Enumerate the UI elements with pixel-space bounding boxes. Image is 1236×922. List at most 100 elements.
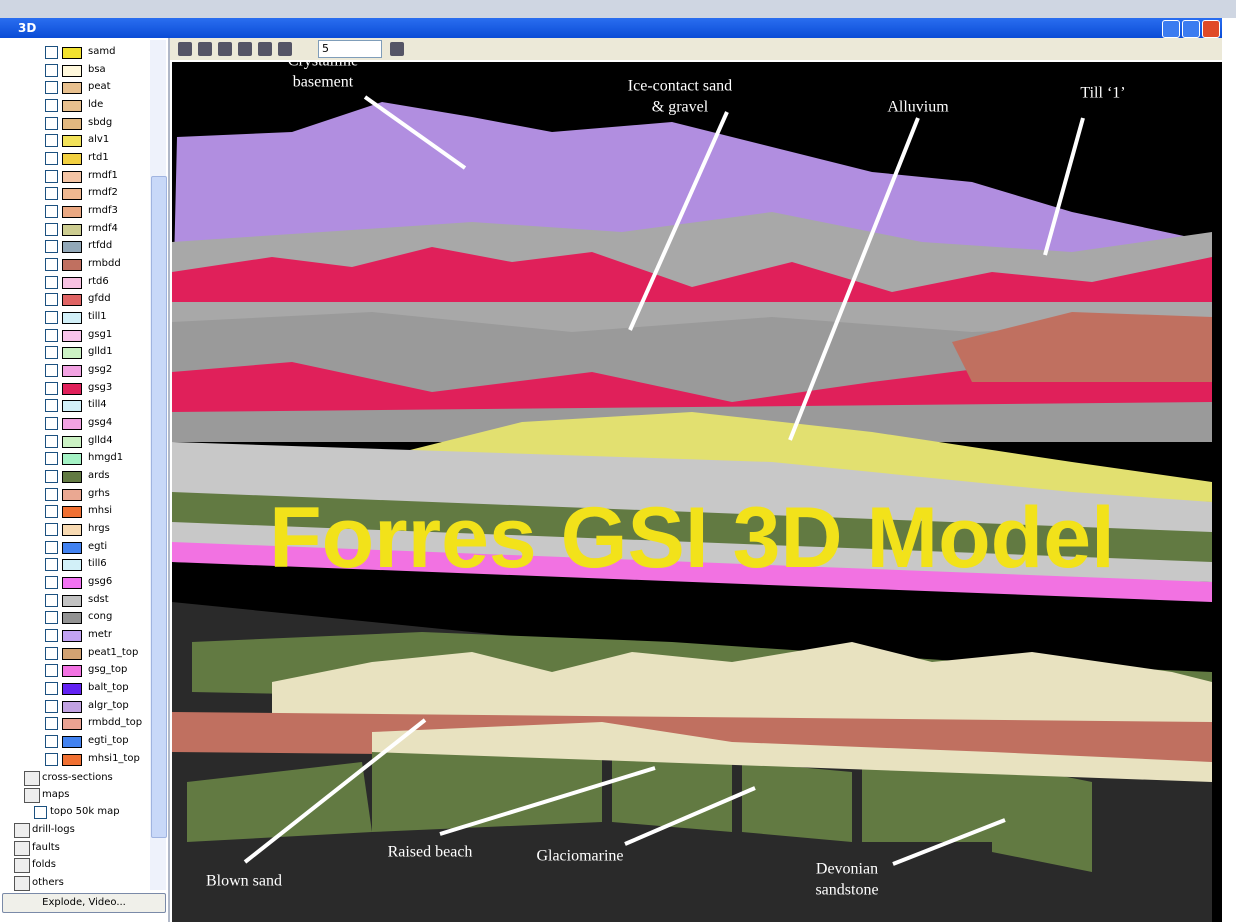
layer-checkbox[interactable] bbox=[45, 452, 58, 466]
layer-row: rtd6 bbox=[0, 274, 148, 290]
tool-icon[interactable] bbox=[258, 42, 272, 56]
annotation-arrow bbox=[243, 718, 427, 864]
layer-row: lde bbox=[0, 97, 148, 113]
layer-swatch bbox=[62, 559, 82, 572]
explode-video-button[interactable]: Explode, Video... bbox=[2, 893, 166, 913]
layer-checkbox[interactable] bbox=[45, 682, 58, 696]
tree-checkbox[interactable] bbox=[34, 806, 47, 819]
layer-checkbox[interactable] bbox=[45, 381, 58, 395]
layer-checkbox[interactable] bbox=[45, 417, 58, 431]
speed-select[interactable]: 5 bbox=[318, 40, 382, 58]
layer-checkbox[interactable] bbox=[45, 346, 58, 360]
layer-checkbox[interactable] bbox=[45, 99, 58, 112]
play-button[interactable] bbox=[390, 42, 404, 56]
layer-row: till6 bbox=[0, 556, 148, 572]
layer-name: rmbdd bbox=[88, 258, 121, 270]
layer-checkbox[interactable] bbox=[45, 63, 58, 77]
layer-checkbox[interactable] bbox=[45, 134, 58, 148]
layer-checkbox[interactable] bbox=[45, 275, 58, 289]
layer-row: gsg1 bbox=[0, 327, 148, 343]
layer-checkbox[interactable] bbox=[45, 487, 58, 501]
tree-label: faults bbox=[32, 842, 60, 853]
layer-row: gsg_top bbox=[0, 662, 148, 678]
layer-row: ards bbox=[0, 468, 148, 484]
layer-name: till1 bbox=[88, 311, 107, 323]
layer-name: grhs bbox=[88, 487, 110, 499]
layer-row: rmbdd_top bbox=[0, 715, 148, 731]
layer-checkbox[interactable] bbox=[45, 240, 58, 254]
annotation-label: Crystalline bbox=[288, 62, 358, 70]
layer-checkbox[interactable] bbox=[45, 311, 58, 325]
tool-icon[interactable] bbox=[198, 42, 212, 56]
layer-checkbox[interactable] bbox=[45, 169, 58, 183]
layer-checkbox[interactable] bbox=[45, 222, 58, 236]
layer-checkbox[interactable] bbox=[45, 523, 58, 537]
scroll-thumb[interactable] bbox=[151, 176, 167, 838]
layer-checkbox[interactable] bbox=[45, 505, 58, 519]
tool-icon[interactable] bbox=[278, 42, 292, 56]
layer-name: gsg1 bbox=[88, 328, 113, 340]
layer-checkbox[interactable] bbox=[45, 81, 58, 95]
layer-checkbox[interactable] bbox=[45, 646, 58, 660]
maximize-button[interactable] bbox=[1182, 20, 1200, 38]
3d-view: Forres GSI 3D Model Crystalline basement I… bbox=[172, 62, 1222, 922]
layer-checkbox[interactable] bbox=[45, 593, 58, 607]
layer-checkbox[interactable] bbox=[45, 258, 58, 272]
layer-checkbox[interactable] bbox=[45, 116, 58, 130]
layer-swatch bbox=[62, 594, 82, 607]
layer-name: lde bbox=[88, 99, 104, 110]
annotation-label: Devonian bbox=[816, 861, 878, 878]
layer-checkbox[interactable] bbox=[45, 470, 58, 484]
annotation-arrow bbox=[624, 786, 756, 846]
layer-checkbox[interactable] bbox=[45, 664, 58, 678]
layer-checkbox[interactable] bbox=[45, 735, 58, 749]
layer-name: rmdf3 bbox=[88, 205, 118, 217]
tree-item[interactable]: folds bbox=[10, 857, 150, 873]
annotation-label: Raised beach bbox=[388, 844, 473, 861]
layer-swatch bbox=[62, 506, 82, 519]
layer-checkbox[interactable] bbox=[45, 434, 58, 448]
tool-icon[interactable] bbox=[218, 42, 232, 56]
tool-icon[interactable] bbox=[178, 42, 192, 56]
layer-checkbox[interactable] bbox=[45, 152, 58, 166]
layer-swatch bbox=[62, 418, 82, 431]
layer-name: ards bbox=[88, 470, 110, 482]
layer-checkbox[interactable] bbox=[45, 752, 58, 766]
layer-name: rmdf4 bbox=[88, 222, 118, 234]
layer-row: balt_top bbox=[0, 680, 148, 696]
tool-icon[interactable] bbox=[238, 42, 252, 56]
layer-checkbox[interactable] bbox=[45, 576, 58, 590]
layer-checkbox[interactable] bbox=[45, 629, 58, 643]
tree-icon bbox=[24, 788, 40, 803]
layer-checkbox[interactable] bbox=[45, 540, 58, 554]
layer-checkbox[interactable] bbox=[45, 611, 58, 625]
layer-checkbox[interactable] bbox=[45, 205, 58, 219]
tree-icon bbox=[14, 876, 30, 891]
layer-checkbox[interactable] bbox=[45, 293, 58, 307]
layer-swatch bbox=[62, 117, 82, 130]
layer-row: till1 bbox=[0, 309, 148, 325]
layer-checkbox[interactable] bbox=[45, 699, 58, 713]
tree-item[interactable]: maps bbox=[10, 787, 150, 803]
layer-swatch bbox=[62, 347, 82, 360]
tree-item[interactable]: cross-sections bbox=[10, 770, 150, 786]
layer-name: rmdf1 bbox=[88, 169, 118, 181]
layer-checkbox[interactable] bbox=[45, 717, 58, 731]
tree-item[interactable]: topo 50k map bbox=[30, 804, 170, 820]
layer-row: metr bbox=[0, 627, 148, 643]
close-button[interactable] bbox=[1202, 20, 1220, 38]
layer-row: rmdf1 bbox=[0, 168, 148, 184]
layer-swatch bbox=[62, 435, 82, 448]
layer-checkbox[interactable] bbox=[45, 399, 58, 413]
layer-checkbox[interactable] bbox=[45, 46, 58, 59]
tree-item[interactable]: faults bbox=[10, 840, 150, 856]
layer-checkbox[interactable] bbox=[45, 328, 58, 342]
layer-checkbox[interactable] bbox=[45, 364, 58, 378]
tree-item[interactable]: others bbox=[10, 875, 150, 891]
layer-row: rmdf3 bbox=[0, 203, 148, 219]
layer-row: rtfdd bbox=[0, 238, 148, 254]
tree-item[interactable]: drill-logs bbox=[10, 822, 150, 838]
minimize-button[interactable] bbox=[1162, 20, 1180, 38]
layer-checkbox[interactable] bbox=[45, 558, 58, 572]
layer-checkbox[interactable] bbox=[45, 187, 58, 201]
